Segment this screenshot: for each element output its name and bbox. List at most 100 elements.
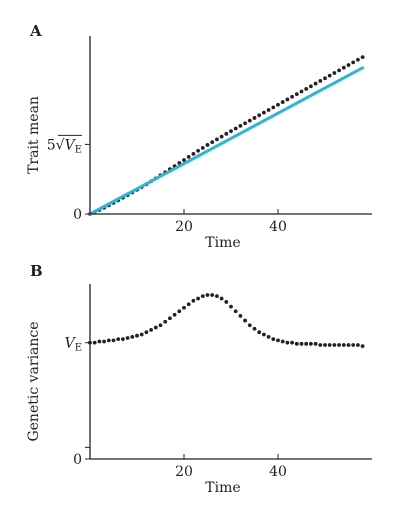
data-point (191, 298, 196, 303)
y-tick-label: VE (65, 336, 82, 354)
data-point (346, 63, 351, 67)
data-point (238, 314, 243, 318)
data-point (210, 140, 215, 145)
data-point (313, 81, 318, 86)
data-point (332, 343, 337, 347)
data-point (186, 302, 191, 307)
data-point (205, 143, 210, 147)
data-point (351, 60, 356, 65)
data-point (341, 343, 346, 347)
data-point (337, 68, 341, 73)
data-point (285, 97, 290, 102)
series-line (88, 66, 365, 216)
data-point (271, 337, 276, 342)
data-point (158, 323, 163, 328)
data-point (163, 319, 168, 324)
panel-letter: A (29, 22, 42, 40)
data-point (219, 296, 224, 301)
data-point (346, 343, 351, 347)
data-point (257, 113, 262, 118)
data-point (323, 76, 327, 81)
data-point (313, 341, 318, 346)
x-axis-label: Time (205, 480, 240, 496)
data-point (205, 293, 210, 297)
data-point (121, 337, 125, 342)
data-point (130, 334, 135, 339)
data-point (168, 316, 172, 321)
data-point (290, 94, 294, 99)
data-point (135, 333, 139, 338)
data-point (309, 84, 313, 89)
data-point (323, 343, 327, 347)
data-point (229, 129, 233, 134)
data-point (262, 332, 266, 337)
data-point (111, 338, 116, 343)
data-point (106, 338, 111, 343)
data-point (266, 108, 271, 112)
data-point (125, 336, 130, 340)
data-point (215, 137, 219, 142)
data-point (177, 309, 182, 314)
data-point (276, 338, 280, 343)
data-point (233, 126, 238, 131)
y-axis-label: Trait mean (26, 96, 42, 174)
chart-panel-b: B 20 40 0 VE Time Genetic variance (26, 262, 372, 496)
data-point (233, 309, 238, 314)
data-point (200, 294, 205, 299)
data-point (304, 341, 309, 346)
data-point (356, 57, 360, 62)
data-point (243, 318, 248, 323)
data-point (290, 340, 294, 345)
data-point (299, 341, 304, 346)
data-point (219, 134, 224, 139)
panel-letter: B (30, 262, 43, 280)
data-point (280, 339, 285, 344)
x-tick-label: 40 (269, 219, 287, 235)
data-point (215, 294, 219, 299)
data-point (294, 341, 299, 346)
data-point (341, 65, 346, 70)
data-point (262, 110, 266, 115)
data-point (172, 312, 177, 317)
y-tick-label: 5√VE (47, 137, 82, 155)
data-point (139, 332, 144, 337)
data-point (92, 340, 97, 345)
data-point (182, 158, 186, 162)
data-point (280, 100, 285, 104)
data-point (304, 86, 309, 91)
data-point (252, 116, 257, 120)
data-point (252, 326, 257, 331)
data-point (243, 121, 248, 126)
data-point (360, 55, 365, 60)
x-axis-label: Time (205, 235, 240, 251)
data-point (186, 155, 191, 159)
data-point (337, 343, 341, 347)
data-point (309, 341, 313, 346)
data-point (238, 123, 243, 128)
data-point (229, 304, 233, 309)
data-point (276, 102, 280, 107)
data-point (200, 145, 205, 150)
y-tick-label: 0 (73, 452, 82, 468)
data-point (149, 327, 154, 332)
data-point (318, 343, 323, 347)
data-point (318, 79, 323, 83)
data-point (144, 330, 149, 335)
chart-panel-a: A 20 40 0 5√VE Time Trait mean (26, 22, 372, 251)
data-point (196, 148, 201, 153)
data-point (327, 343, 332, 347)
data-point (102, 339, 106, 344)
x-tick-label: 40 (269, 464, 287, 480)
data-point (247, 323, 252, 328)
data-point (271, 105, 276, 110)
data-point (196, 296, 201, 301)
data-point (257, 330, 262, 335)
data-point (356, 343, 360, 347)
data-point (294, 92, 299, 97)
data-point (97, 339, 102, 344)
data-point (191, 151, 196, 156)
data-point (182, 305, 186, 310)
y-axis-label: Genetic variance (26, 321, 42, 441)
y-tick-label: 0 (73, 207, 82, 223)
